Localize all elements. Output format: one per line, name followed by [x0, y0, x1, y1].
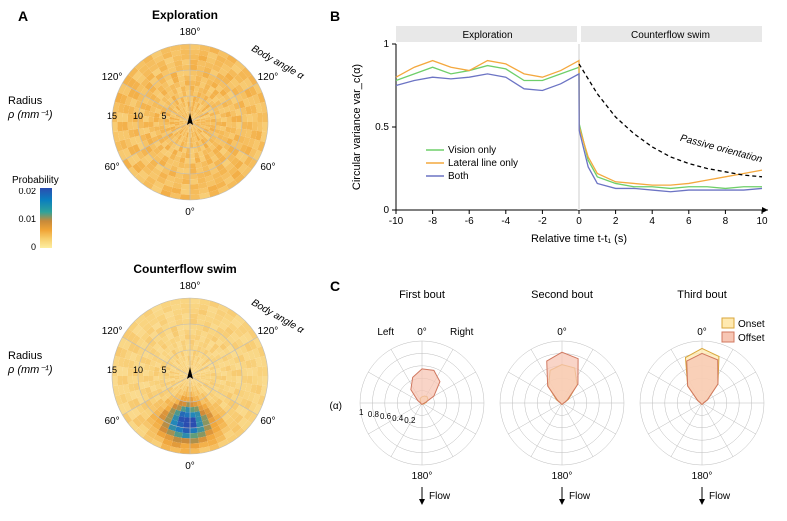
svg-text:Right: Right	[450, 327, 474, 338]
svg-text:0.5: 0.5	[375, 122, 389, 133]
svg-text:6: 6	[686, 216, 692, 227]
svg-text:0.8: 0.8	[368, 410, 380, 419]
rho-label-top: ρ (mm⁻¹)	[8, 108, 52, 121]
svg-text:180°: 180°	[552, 471, 573, 482]
svg-text:2: 2	[613, 216, 619, 227]
svg-text:8: 8	[723, 216, 729, 227]
panel-c-wrap: First bout 0° 180° Flow Second bout 0° 180° Flo…	[330, 278, 785, 518]
svg-text:-4: -4	[501, 216, 510, 227]
svg-text:Exploration: Exploration	[462, 30, 512, 41]
svg-text:-8: -8	[428, 216, 437, 227]
svg-text:0°: 0°	[185, 461, 195, 472]
cb-tick-1: 0.01	[18, 214, 36, 224]
svg-text:Relative time t-t₁ (s): Relative time t-t₁ (s)	[531, 233, 627, 245]
svg-text:Circular variance var_c(α): Circular variance var_c(α)	[351, 64, 363, 190]
svg-text:0: 0	[383, 205, 389, 216]
svg-text:180°: 180°	[412, 471, 433, 482]
svg-text:4: 4	[649, 216, 655, 227]
polar-counterflow: 0°60°120°180°120°60°Body angle α51015	[80, 276, 310, 481]
svg-text:Left: Left	[377, 327, 394, 338]
svg-text:pdf(α): pdf(α)	[330, 401, 342, 412]
svg-text:0°: 0°	[557, 327, 567, 338]
figure: A Exploration 0°60°120°180°120°60°Body a…	[0, 0, 787, 521]
svg-text:60°: 60°	[104, 416, 119, 427]
svg-text:Offset: Offset	[738, 333, 765, 344]
svg-text:180°: 180°	[180, 27, 201, 38]
svg-text:Flow: Flow	[429, 491, 451, 502]
svg-text:Both: Both	[448, 171, 469, 182]
svg-text:1: 1	[359, 408, 364, 417]
cb-tick-2: 0	[31, 242, 36, 252]
svg-text:First bout: First bout	[399, 289, 445, 301]
svg-text:Onset: Onset	[738, 319, 765, 330]
colorbar: Probability 0.02 0.01 0	[12, 175, 72, 263]
panel-label-a: A	[18, 8, 28, 24]
cb-tick-0: 0.02	[18, 188, 36, 196]
radius-text: Radius	[8, 95, 42, 107]
svg-text:15: 15	[107, 111, 117, 121]
svg-text:Second bout: Second bout	[531, 289, 593, 301]
svg-text:Flow: Flow	[709, 491, 731, 502]
svg-text:0.4: 0.4	[392, 414, 404, 423]
polar-exploration: 0°60°120°180°120°60°Body angle α51015	[80, 22, 310, 227]
svg-text:0°: 0°	[417, 327, 427, 338]
svg-text:Passive orientation: Passive orientation	[679, 133, 764, 166]
svg-text:60°: 60°	[260, 162, 275, 173]
svg-text:Flow: Flow	[569, 491, 591, 502]
svg-text:Lateral line only: Lateral line only	[448, 158, 518, 169]
svg-text:60°: 60°	[260, 416, 275, 427]
svg-text:-10: -10	[389, 216, 404, 227]
svg-text:Vision only: Vision only	[448, 145, 496, 156]
svg-text:10: 10	[756, 216, 768, 227]
svg-text:0: 0	[576, 216, 582, 227]
svg-text:120°: 120°	[102, 72, 123, 83]
svg-text:Third bout: Third bout	[677, 289, 727, 301]
svg-text:-2: -2	[538, 216, 547, 227]
svg-text:0.6: 0.6	[380, 412, 392, 421]
svg-text:1: 1	[383, 39, 389, 50]
panel-a-top-title: Exploration	[115, 8, 255, 22]
svg-text:10: 10	[133, 365, 143, 375]
svg-text:-6: -6	[465, 216, 474, 227]
svg-text:120°: 120°	[258, 72, 279, 83]
svg-text:0°: 0°	[697, 327, 707, 338]
svg-text:0°: 0°	[185, 207, 195, 218]
svg-text:15: 15	[107, 365, 117, 375]
svg-text:Counterflow swim: Counterflow swim	[631, 30, 710, 41]
radius-label-bot: Radius	[8, 350, 42, 362]
radius-text-b: Radius	[8, 350, 42, 362]
svg-text:0.2: 0.2	[404, 416, 416, 425]
svg-text:10: 10	[133, 111, 143, 121]
svg-text:180°: 180°	[692, 471, 713, 482]
panel-label-b: B	[330, 8, 340, 24]
svg-text:60°: 60°	[104, 162, 119, 173]
svg-text:5: 5	[161, 365, 166, 375]
svg-text:180°: 180°	[180, 281, 201, 292]
panel-a-bottom-title: Counterflow swim	[105, 262, 265, 276]
svg-text:120°: 120°	[258, 326, 279, 337]
radius-label-top: Radius	[8, 95, 42, 107]
svg-text:120°: 120°	[102, 326, 123, 337]
svg-text:5: 5	[161, 111, 166, 121]
rho-label-bot: ρ (mm⁻¹)	[8, 363, 52, 376]
line-chart: Exploration Counterflow swim -10 -8 -6 -4 -2 0 2…	[346, 18, 776, 253]
colorbar-label: Probability	[12, 175, 72, 186]
